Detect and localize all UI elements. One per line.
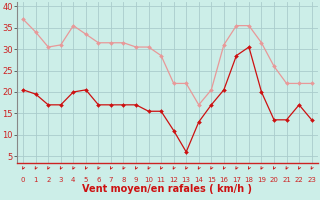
X-axis label: Vent moyen/en rafales ( km/h ): Vent moyen/en rafales ( km/h ) — [82, 184, 252, 194]
